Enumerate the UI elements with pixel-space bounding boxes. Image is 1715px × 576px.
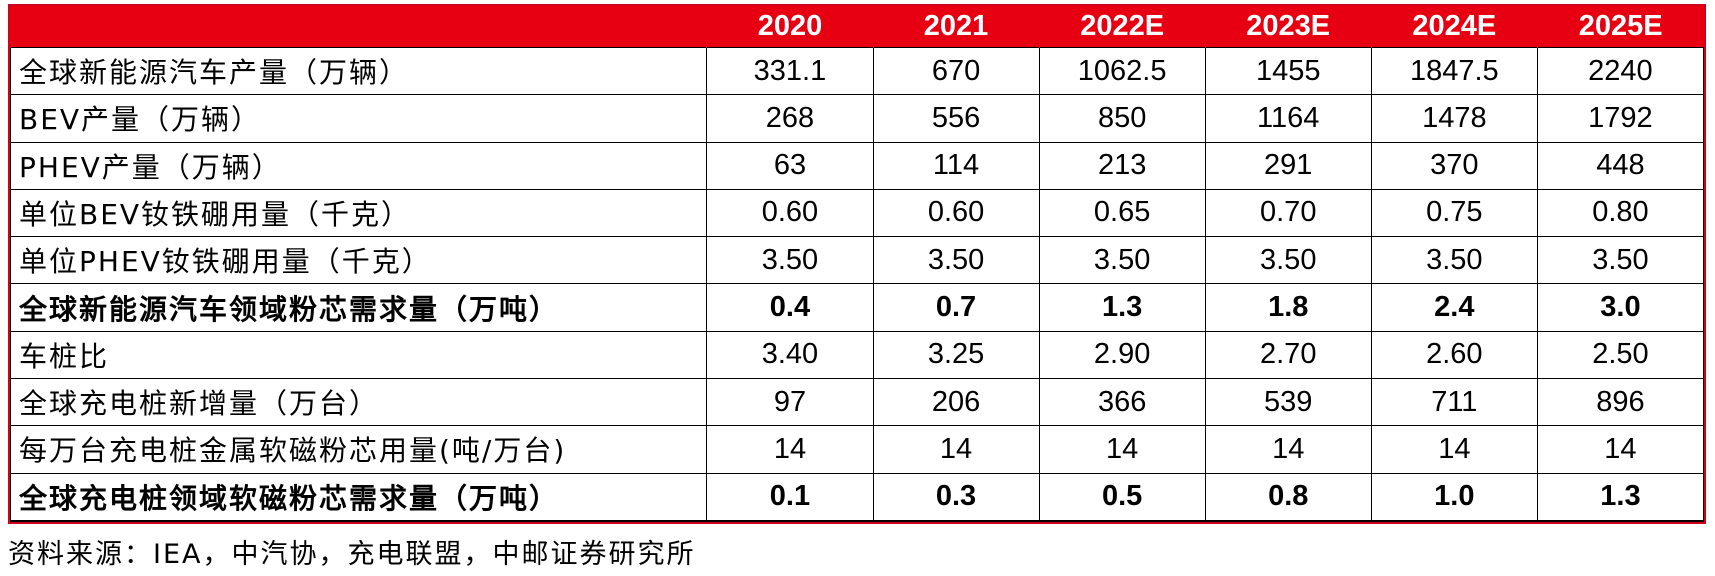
value-cell: 3.50 (1038, 236, 1206, 285)
value-cell: 14 (1038, 425, 1206, 474)
value-cell: 2240 (1536, 46, 1705, 96)
value-cell: 14 (1536, 425, 1705, 474)
value-cell: 63 (706, 141, 874, 190)
row-label-cell: 单位PHEV钕铁硼用量（千克） (9, 236, 708, 285)
table-row: 每万台充电桩金属软磁粉芯用量(吨/万台) 14 14 14 14 14 14 (9, 425, 1705, 474)
header-year-2025e: 2025E (1536, 6, 1704, 48)
value-cell: 0.3 (872, 472, 1040, 522)
value-cell: 1.3 (1038, 283, 1206, 332)
value-cell: 2.90 (1038, 330, 1206, 379)
value-cell: 206 (872, 377, 1040, 427)
source-note: 资料来源：IEA，中汽协，充电联盟，中邮证券研究所 (8, 539, 696, 570)
value-cell: 0.70 (1204, 188, 1372, 238)
row-label-cell: 全球充电桩新增量（万台） (9, 377, 708, 427)
header-year-2020: 2020 (706, 6, 873, 48)
row-label-cell: 全球充电桩领域软磁粉芯需求量（万吨） (9, 472, 708, 522)
row-label-cell: 全球新能源汽车领域粉芯需求量（万吨） (9, 283, 708, 332)
value-cell: 3.50 (872, 236, 1040, 285)
value-cell: 1.0 (1370, 472, 1538, 522)
header-year-2022e: 2022E (1038, 6, 1206, 48)
value-cell: 1455 (1204, 46, 1372, 96)
table-row: 全球新能源汽车产量（万辆） 331.1 670 1062.5 1455 1847.5 224… (9, 46, 1705, 96)
table-row: 单位BEV钕铁硼用量（千克） 0.60 0.60 0.65 0.70 0.75 0.80 (9, 188, 1705, 238)
value-cell: 3.25 (872, 330, 1040, 379)
table-row: PHEV产量（万辆） 63 114 213 291 370 448 (9, 141, 1705, 190)
value-cell: 3.40 (706, 330, 874, 379)
value-cell: 3.50 (1370, 236, 1538, 285)
value-cell: 3.0 (1536, 283, 1705, 332)
value-cell: 1792 (1536, 94, 1705, 143)
value-cell: 213 (1038, 141, 1206, 190)
value-cell: 1062.5 (1038, 46, 1206, 96)
value-cell: 896 (1536, 377, 1705, 427)
value-cell: 539 (1204, 377, 1372, 427)
value-cell: 0.8 (1204, 472, 1372, 522)
table-body: 全球新能源汽车产量（万辆） 331.1 670 1062.5 1455 1847.5 224… (9, 46, 1705, 522)
value-cell: 2.60 (1370, 330, 1538, 379)
value-cell: 1164 (1204, 94, 1372, 143)
value-cell: 3.50 (1536, 236, 1705, 285)
value-cell: 2.70 (1204, 330, 1372, 379)
value-cell: 0.1 (706, 472, 874, 522)
value-cell: 0.4 (706, 283, 874, 332)
value-cell: 850 (1038, 94, 1206, 143)
value-cell: 0.60 (872, 188, 1040, 238)
row-label-cell: 车桩比 (9, 330, 708, 379)
header-year-2024e: 2024E (1370, 6, 1538, 48)
header-year-2023e: 2023E (1204, 6, 1372, 48)
row-label-cell: PHEV产量（万辆） (9, 141, 708, 190)
value-cell: 0.5 (1038, 472, 1206, 522)
value-cell: 14 (1204, 425, 1372, 474)
value-cell: 1.3 (1536, 472, 1705, 522)
value-cell: 14 (1370, 425, 1538, 474)
data-table-container: 2020 2021 2022E 2023E 2024E 2025E 全球新能源汽… (8, 4, 1706, 524)
value-cell: 1.8 (1204, 283, 1372, 332)
header-year-2021: 2021 (872, 6, 1040, 48)
value-cell: 0.75 (1370, 188, 1538, 238)
value-cell: 97 (706, 377, 874, 427)
row-label-cell: 每万台充电桩金属软磁粉芯用量(吨/万台) (9, 425, 708, 474)
value-cell: 448 (1536, 141, 1705, 190)
value-cell: 0.60 (706, 188, 874, 238)
value-cell: 1847.5 (1370, 46, 1538, 96)
value-cell: 0.80 (1536, 188, 1705, 238)
value-cell: 1478 (1370, 94, 1538, 143)
value-cell: 14 (872, 425, 1040, 474)
table-row: 全球充电桩新增量（万台） 97 206 366 539 711 896 (9, 377, 1705, 427)
table-row: 全球新能源汽车领域粉芯需求量（万吨） 0.4 0.7 1.3 1.8 2.4 3.0 (9, 283, 1705, 332)
value-cell: 2.4 (1370, 283, 1538, 332)
value-cell: 291 (1204, 141, 1372, 190)
value-cell: 14 (706, 425, 874, 474)
table-row: BEV产量（万辆） 268 556 850 1164 1478 1792 (9, 94, 1705, 143)
value-cell: 670 (872, 46, 1040, 96)
value-cell: 331.1 (706, 46, 874, 96)
table-row: 全球充电桩领域软磁粉芯需求量（万吨） 0.1 0.3 0.5 0.8 1.0 1.3 (9, 472, 1705, 522)
row-label-cell: 全球新能源汽车产量（万辆） (9, 46, 708, 96)
value-cell: 114 (872, 141, 1040, 190)
value-cell: 3.50 (706, 236, 874, 285)
table-header-row: 2020 2021 2022E 2023E 2024E 2025E (9, 6, 1704, 48)
value-cell: 3.50 (1204, 236, 1372, 285)
row-label-cell: BEV产量（万辆） (9, 94, 708, 143)
value-cell: 366 (1038, 377, 1206, 427)
row-label-cell: 单位BEV钕铁硼用量（千克） (9, 188, 708, 238)
value-cell: 370 (1370, 141, 1538, 190)
value-cell: 268 (706, 94, 874, 143)
header-corner-cell (9, 6, 707, 48)
value-cell: 2.50 (1536, 330, 1705, 379)
table-row: 单位PHEV钕铁硼用量（千克） 3.50 3.50 3.50 3.50 3.50 3.50 (9, 236, 1705, 285)
value-cell: 0.7 (872, 283, 1040, 332)
value-cell: 0.65 (1038, 188, 1206, 238)
data-table: 2020 2021 2022E 2023E 2024E 2025E 全球新能源汽… (9, 6, 1705, 522)
table-row: 车桩比 3.40 3.25 2.90 2.70 2.60 2.50 (9, 330, 1705, 379)
value-cell: 711 (1370, 377, 1538, 427)
value-cell: 556 (872, 94, 1040, 143)
